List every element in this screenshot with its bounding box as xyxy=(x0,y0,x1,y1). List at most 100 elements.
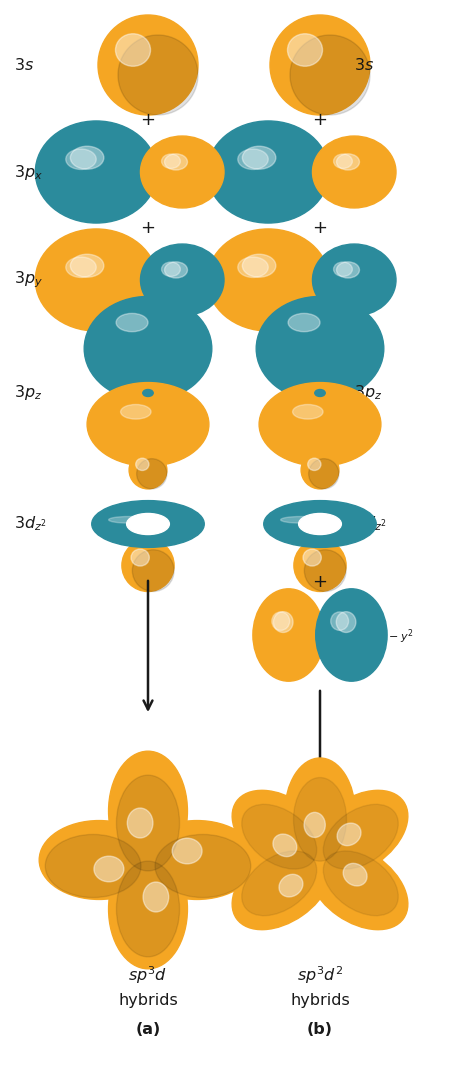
Ellipse shape xyxy=(162,262,181,277)
Text: +: + xyxy=(312,443,328,461)
Text: $3d_{x^2-y^2}$: $3d_{x^2-y^2}$ xyxy=(354,625,414,645)
Ellipse shape xyxy=(98,15,198,115)
Text: +: + xyxy=(312,329,328,347)
Ellipse shape xyxy=(137,459,167,489)
Ellipse shape xyxy=(337,823,361,846)
Ellipse shape xyxy=(292,405,323,420)
Ellipse shape xyxy=(66,149,96,169)
Ellipse shape xyxy=(294,539,346,591)
Text: $3s$: $3s$ xyxy=(354,58,374,73)
Ellipse shape xyxy=(270,15,370,115)
Ellipse shape xyxy=(323,804,398,869)
Text: +: + xyxy=(312,111,328,129)
Ellipse shape xyxy=(122,539,174,591)
Ellipse shape xyxy=(331,612,348,630)
Ellipse shape xyxy=(303,550,321,567)
Ellipse shape xyxy=(207,121,329,223)
Ellipse shape xyxy=(309,459,339,489)
Ellipse shape xyxy=(242,146,276,169)
Ellipse shape xyxy=(136,458,149,471)
Ellipse shape xyxy=(290,35,370,115)
Ellipse shape xyxy=(279,874,303,897)
Ellipse shape xyxy=(143,390,153,396)
Ellipse shape xyxy=(116,313,148,331)
Ellipse shape xyxy=(109,517,148,523)
Text: $3p_y$: $3p_y$ xyxy=(354,269,383,291)
Text: $3s$: $3s$ xyxy=(14,58,34,73)
Ellipse shape xyxy=(109,751,187,871)
Ellipse shape xyxy=(132,550,174,591)
Ellipse shape xyxy=(116,34,151,66)
Ellipse shape xyxy=(84,296,212,400)
Ellipse shape xyxy=(137,820,257,900)
Ellipse shape xyxy=(207,229,329,331)
Text: (a): (a) xyxy=(136,1022,161,1037)
Ellipse shape xyxy=(242,851,317,916)
Ellipse shape xyxy=(253,589,324,682)
Ellipse shape xyxy=(164,262,187,278)
Ellipse shape xyxy=(140,244,224,316)
Ellipse shape xyxy=(281,517,320,523)
Ellipse shape xyxy=(301,452,339,489)
Ellipse shape xyxy=(129,452,167,489)
Text: $sp^3d$: $sp^3d$ xyxy=(128,964,167,986)
Ellipse shape xyxy=(120,405,151,420)
Ellipse shape xyxy=(259,382,381,466)
Ellipse shape xyxy=(293,777,346,862)
Ellipse shape xyxy=(117,862,180,956)
Ellipse shape xyxy=(272,612,290,630)
Ellipse shape xyxy=(232,843,332,930)
Text: $sp^3d^2$: $sp^3d^2$ xyxy=(297,964,343,986)
Ellipse shape xyxy=(36,121,157,223)
Ellipse shape xyxy=(336,611,356,633)
Text: +: + xyxy=(312,573,328,591)
Ellipse shape xyxy=(337,153,359,170)
Ellipse shape xyxy=(285,758,356,869)
Text: hybrids: hybrids xyxy=(290,993,350,1007)
Ellipse shape xyxy=(308,458,321,471)
Ellipse shape xyxy=(315,390,325,396)
Ellipse shape xyxy=(242,255,276,277)
Ellipse shape xyxy=(118,35,198,115)
Ellipse shape xyxy=(304,813,325,837)
Text: (b): (b) xyxy=(307,1022,333,1037)
Ellipse shape xyxy=(143,882,169,912)
Text: $3d_{z^2}$: $3d_{z^2}$ xyxy=(354,514,387,534)
Ellipse shape xyxy=(304,550,346,591)
Ellipse shape xyxy=(273,834,297,856)
Ellipse shape xyxy=(94,856,124,882)
Text: +: + xyxy=(140,219,155,237)
Ellipse shape xyxy=(232,790,332,876)
Ellipse shape xyxy=(343,864,367,886)
Ellipse shape xyxy=(264,501,376,547)
Ellipse shape xyxy=(312,244,396,316)
Text: +: + xyxy=(140,329,155,347)
Ellipse shape xyxy=(273,611,293,633)
Text: +: + xyxy=(140,443,155,461)
Text: +: + xyxy=(140,111,155,129)
Ellipse shape xyxy=(92,501,204,547)
Ellipse shape xyxy=(337,262,359,278)
Ellipse shape xyxy=(256,296,384,400)
Ellipse shape xyxy=(131,550,149,567)
Ellipse shape xyxy=(316,589,387,682)
Ellipse shape xyxy=(288,313,320,331)
Ellipse shape xyxy=(70,255,104,277)
Ellipse shape xyxy=(109,849,187,969)
Ellipse shape xyxy=(66,257,96,278)
Ellipse shape xyxy=(288,34,322,66)
Text: $3p_z$: $3p_z$ xyxy=(354,383,383,403)
Ellipse shape xyxy=(238,257,268,278)
Ellipse shape xyxy=(140,136,224,208)
Ellipse shape xyxy=(127,513,169,535)
Text: $3p_x$: $3p_x$ xyxy=(14,163,43,181)
Ellipse shape xyxy=(162,154,181,168)
Ellipse shape xyxy=(323,851,398,916)
Ellipse shape xyxy=(334,154,352,168)
Ellipse shape xyxy=(334,262,352,277)
Ellipse shape xyxy=(39,820,159,900)
Ellipse shape xyxy=(312,136,396,208)
Ellipse shape xyxy=(308,790,408,876)
Text: $3d_{z^2}$: $3d_{z^2}$ xyxy=(14,514,47,534)
Ellipse shape xyxy=(308,843,408,930)
